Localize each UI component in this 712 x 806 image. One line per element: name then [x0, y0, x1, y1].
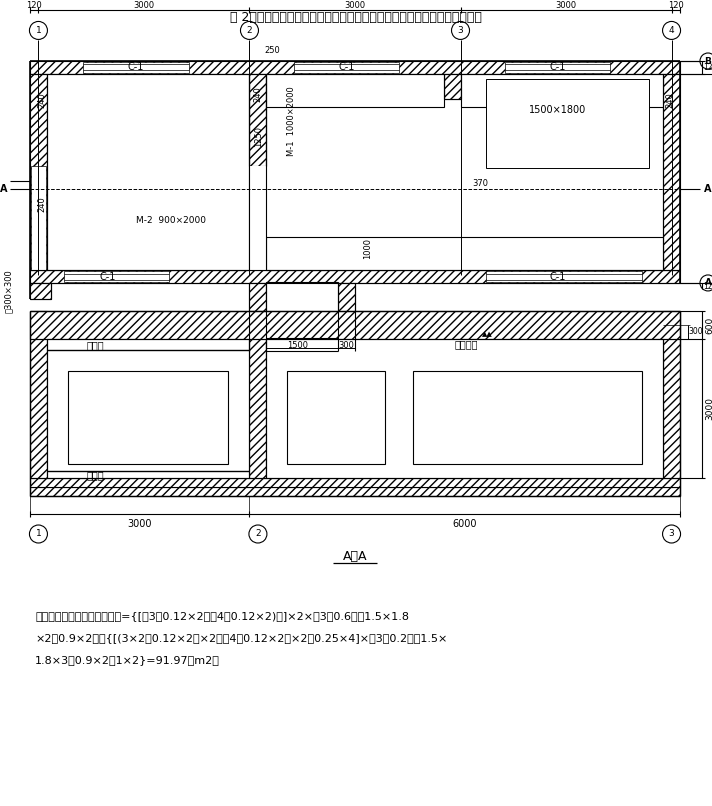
Text: M-2  900×2000: M-2 900×2000 — [135, 216, 206, 225]
Bar — [266, 73, 444, 107]
Text: ×2－0.9×2｝＋{[(3×2－0.12×2）×2＋（4－0.12×2）×2＋0.25×4]×（3＋0.2）－1.5×: ×2－0.9×2｝＋{[(3×2－0.12×2）×2＋（4－0.12×2）×2＋… — [35, 633, 447, 643]
Text: 3: 3 — [458, 26, 464, 35]
Text: A－A: A－A — [342, 550, 367, 563]
Bar — [294, 62, 399, 73]
Bar — [505, 62, 610, 73]
Text: 1: 1 — [36, 530, 41, 538]
Bar — [249, 73, 266, 166]
Bar — [663, 311, 680, 477]
Text: 3000: 3000 — [706, 397, 712, 420]
Text: 6000: 6000 — [453, 519, 477, 529]
Circle shape — [451, 22, 469, 39]
Text: 板条天棚: 板条天棚 — [454, 339, 478, 349]
Bar — [266, 282, 338, 351]
Text: 1000: 1000 — [363, 239, 372, 260]
Bar — [338, 283, 355, 351]
Text: C-1: C-1 — [99, 272, 115, 281]
Circle shape — [700, 275, 712, 291]
Bar — [47, 339, 249, 477]
Bar — [30, 283, 51, 299]
Text: 1: 1 — [36, 26, 41, 35]
Text: 120: 120 — [668, 1, 684, 10]
Text: 240: 240 — [38, 197, 46, 212]
Text: 挂镜线: 挂镜线 — [86, 340, 104, 351]
Circle shape — [700, 53, 712, 69]
Circle shape — [29, 525, 48, 543]
Text: 1250: 1250 — [254, 126, 263, 147]
Text: 2: 2 — [255, 530, 261, 538]
Bar — [30, 270, 680, 283]
Text: 240: 240 — [253, 86, 263, 102]
Text: 1.8×3－0.9×2－1×2}=91.97（m2）: 1.8×3－0.9×2－1×2}=91.97（m2） — [35, 655, 220, 665]
Bar — [266, 339, 663, 477]
Text: 3: 3 — [669, 530, 674, 538]
Bar — [266, 339, 338, 351]
Text: 2: 2 — [246, 26, 252, 35]
Bar — [30, 61, 680, 73]
Circle shape — [249, 525, 267, 543]
Bar — [64, 272, 169, 282]
Bar — [31, 166, 46, 270]
Text: 250: 250 — [265, 45, 281, 55]
Text: 3000: 3000 — [345, 1, 365, 10]
Bar — [83, 62, 189, 73]
Bar — [249, 283, 266, 351]
Text: 解：内墙面抹水泥砂浆工程量={[（3－0.12×2＋（4－0.12×2)）]×2×（3＋0.6）－1.5×1.8: 解：内墙面抹水泥砂浆工程量={[（3－0.12×2＋（4－0.12×2)）]×2… — [35, 611, 409, 621]
Text: C-1: C-1 — [127, 62, 144, 73]
Bar — [30, 311, 680, 339]
Bar — [30, 311, 47, 477]
Bar — [266, 237, 663, 270]
Text: 3000: 3000 — [555, 1, 577, 10]
Text: 120: 120 — [26, 1, 42, 10]
Bar — [486, 79, 649, 168]
Text: A: A — [0, 184, 8, 193]
Text: 300: 300 — [689, 327, 703, 336]
Text: C-1: C-1 — [338, 62, 355, 73]
Text: 3000: 3000 — [133, 1, 155, 10]
Text: C-1: C-1 — [550, 272, 566, 281]
Text: 120: 120 — [703, 63, 712, 72]
Text: 1500: 1500 — [287, 341, 308, 351]
Bar — [461, 73, 663, 107]
Bar — [68, 371, 229, 463]
Text: 例 2：平房内墙面抹水泥砂浆，如图所示。试计算内墙面抹水泥砂浆工程量: 例 2：平房内墙面抹水泥砂浆，如图所示。试计算内墙面抹水泥砂浆工程量 — [230, 11, 482, 24]
Bar — [663, 73, 680, 270]
Text: A: A — [704, 184, 712, 193]
Text: A: A — [704, 278, 711, 288]
Text: 370: 370 — [472, 179, 488, 188]
Bar — [250, 166, 266, 270]
Text: B: B — [705, 56, 711, 65]
Text: 3000: 3000 — [127, 519, 152, 529]
Text: C-1: C-1 — [550, 62, 566, 73]
Circle shape — [663, 22, 681, 39]
Bar — [47, 73, 249, 270]
Bar — [486, 272, 642, 282]
Text: M-1  1000×2000: M-1 1000×2000 — [287, 85, 296, 156]
Text: 600: 600 — [706, 316, 712, 334]
Text: 240: 240 — [666, 92, 675, 108]
Bar — [413, 371, 642, 463]
Text: 120: 120 — [703, 281, 712, 291]
Bar — [30, 73, 47, 270]
Circle shape — [241, 22, 258, 39]
Text: 1500×1800: 1500×1800 — [529, 106, 586, 115]
Bar — [30, 477, 680, 487]
Text: 4: 4 — [669, 26, 674, 35]
Circle shape — [29, 22, 48, 39]
Text: 240: 240 — [38, 92, 46, 108]
Bar — [444, 73, 461, 98]
Text: 300: 300 — [339, 341, 355, 351]
Circle shape — [663, 525, 681, 543]
Bar — [249, 311, 266, 477]
Text: 踢脚线: 踢脚线 — [86, 470, 104, 480]
Bar — [288, 371, 384, 463]
Bar — [30, 487, 680, 496]
Text: ▲▲: ▲▲ — [482, 331, 493, 337]
Text: 墙300×300: 墙300×300 — [4, 269, 13, 313]
